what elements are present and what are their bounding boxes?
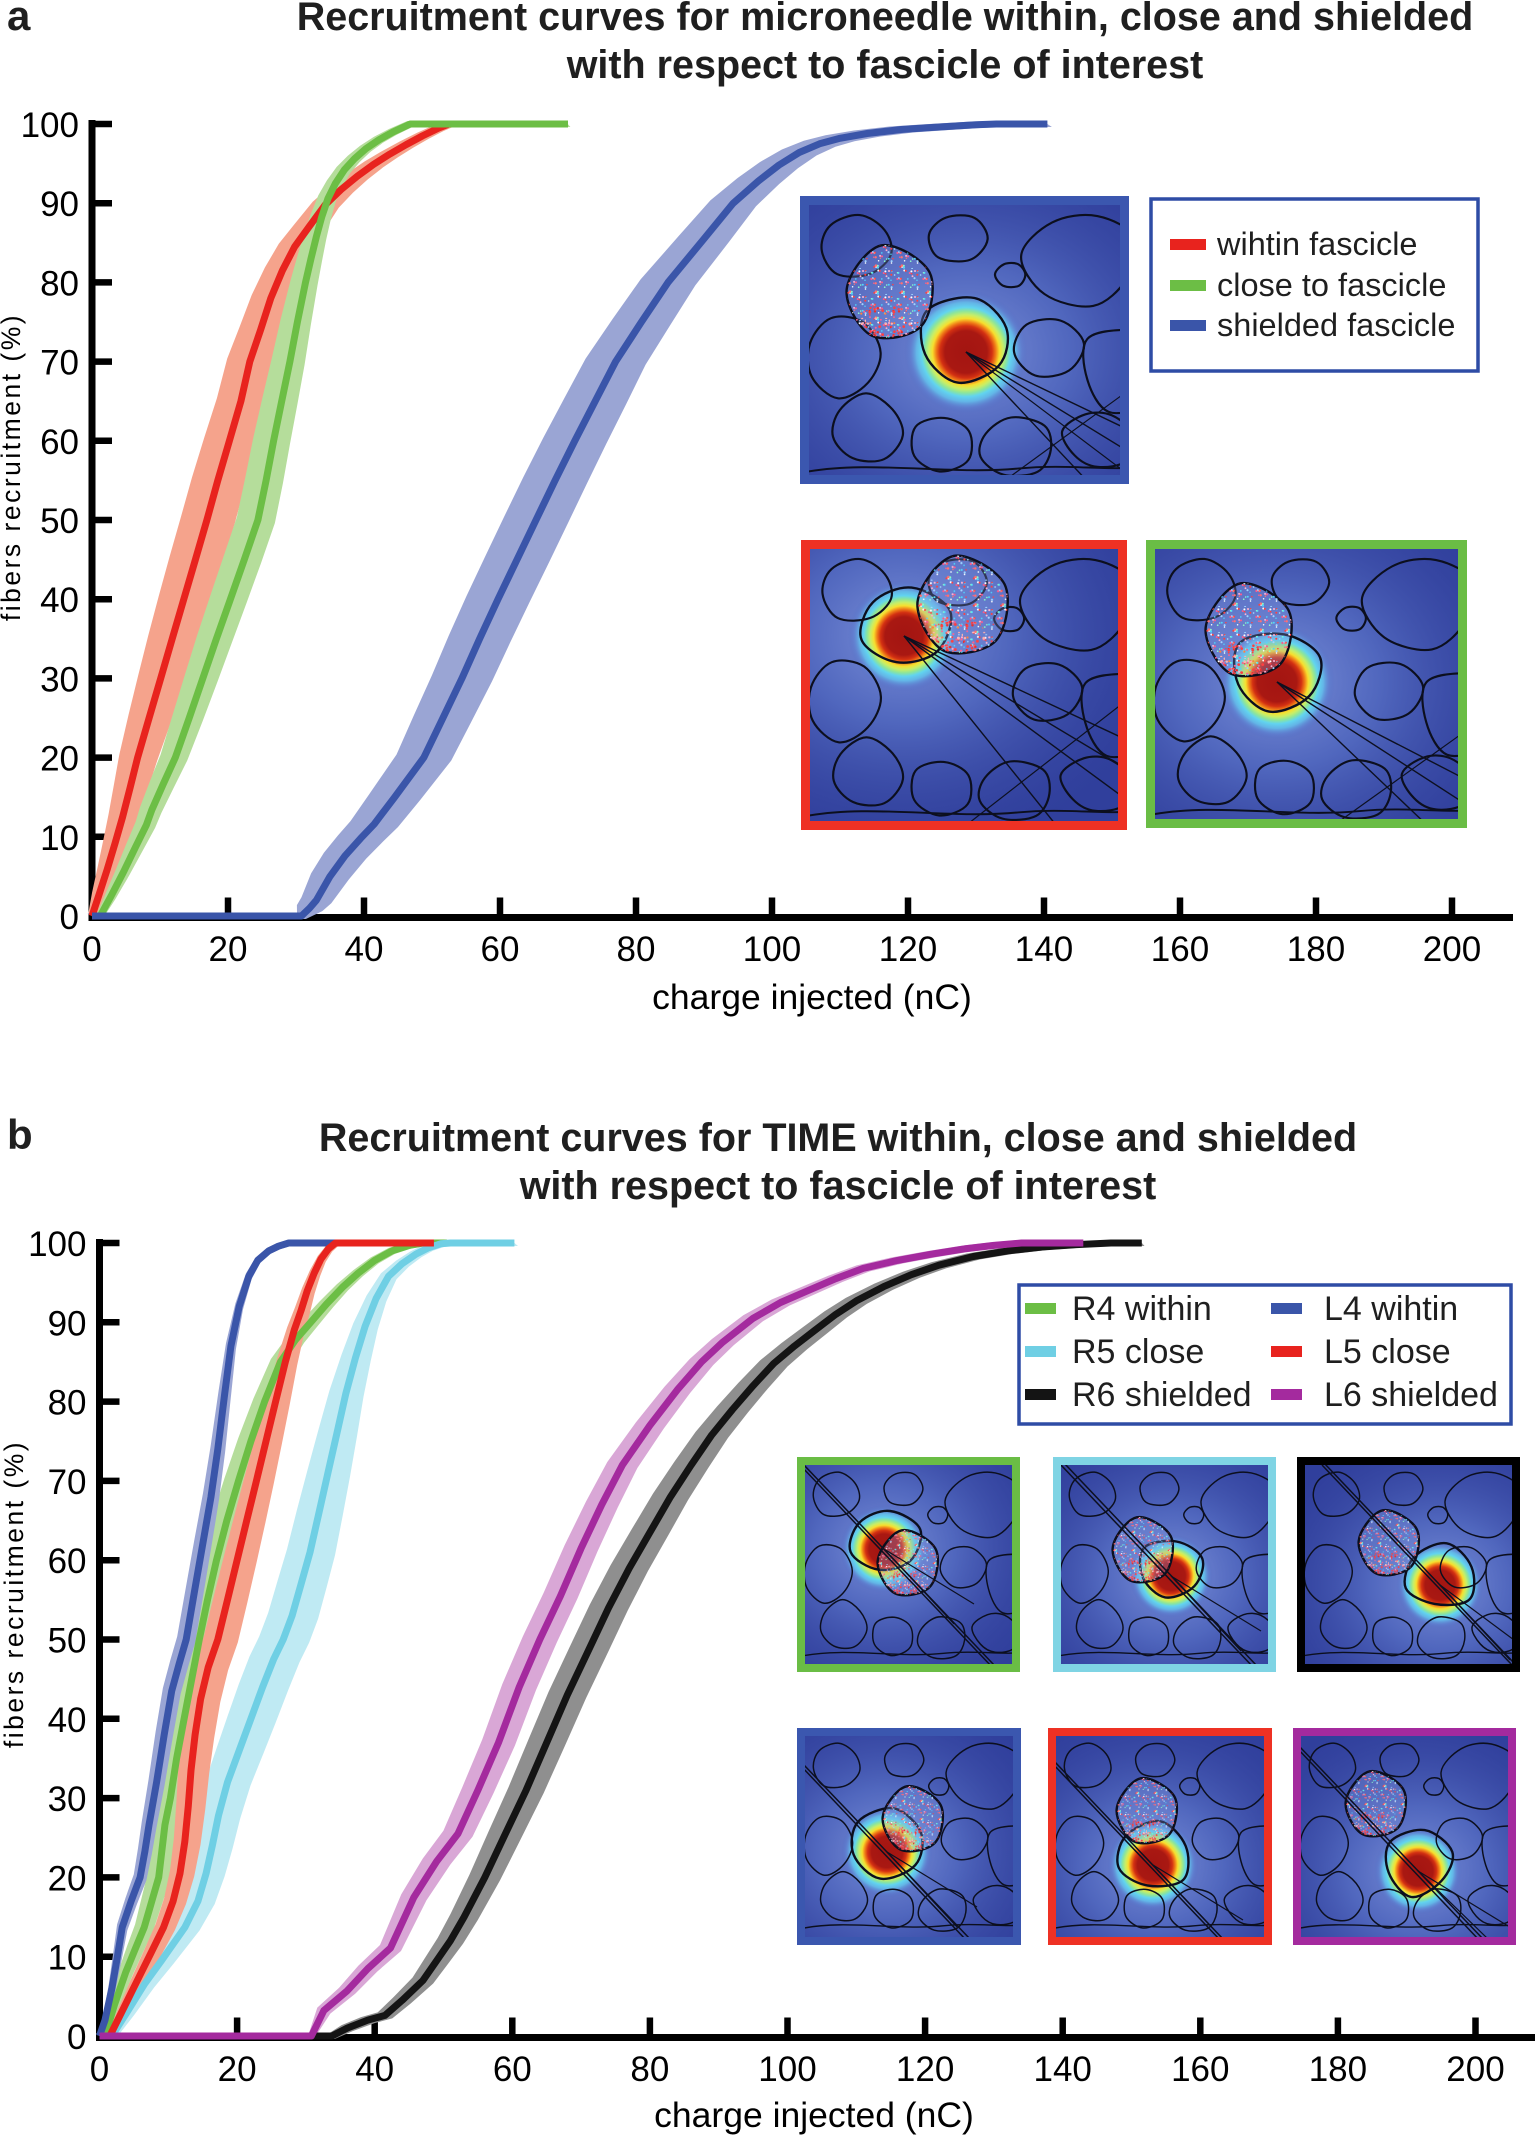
- svg-text:40: 40: [48, 1701, 87, 1740]
- svg-text:L6 shielded: L6 shielded: [1324, 1376, 1498, 1414]
- svg-text:100: 100: [21, 106, 79, 145]
- svg-text:60: 60: [481, 930, 520, 969]
- svg-text:30: 30: [48, 1780, 87, 1819]
- svg-text:200: 200: [1423, 930, 1481, 969]
- svg-text:fibers recruitment (%): fibers recruitment (%): [0, 313, 26, 621]
- svg-text:90: 90: [40, 185, 79, 224]
- svg-text:160: 160: [1151, 930, 1209, 969]
- svg-text:80: 80: [630, 2050, 669, 2089]
- svg-text:charge injected (nC): charge injected (nC): [654, 2095, 974, 2135]
- svg-text:80: 80: [48, 1384, 87, 1423]
- svg-text:40: 40: [40, 581, 79, 620]
- svg-text:R5 close: R5 close: [1072, 1333, 1204, 1371]
- svg-text:80: 80: [40, 264, 79, 303]
- svg-text:0: 0: [60, 898, 79, 937]
- svg-text:Recruitment curves for microne: Recruitment curves for microneedle withi…: [297, 0, 1474, 39]
- svg-text:100: 100: [28, 1225, 86, 1264]
- svg-text:70: 70: [48, 1463, 87, 1502]
- svg-text:80: 80: [617, 930, 656, 969]
- svg-text:100: 100: [743, 930, 801, 969]
- svg-text:with respect to fascicle of in: with respect to fascicle of interest: [566, 43, 1204, 87]
- svg-text:50: 50: [48, 1622, 87, 1661]
- svg-text:30: 30: [40, 660, 79, 699]
- svg-text:40: 40: [355, 2050, 394, 2089]
- svg-text:shielded fascicle: shielded fascicle: [1217, 307, 1455, 343]
- svg-text:120: 120: [896, 2050, 954, 2089]
- svg-text:wihtin fascicle: wihtin fascicle: [1216, 226, 1418, 262]
- svg-text:160: 160: [1171, 2050, 1229, 2089]
- svg-text:140: 140: [1015, 930, 1073, 969]
- svg-text:20: 20: [40, 740, 79, 779]
- svg-text:60: 60: [493, 2050, 532, 2089]
- svg-text:200: 200: [1446, 2050, 1504, 2089]
- svg-text:charge injected (nC): charge injected (nC): [652, 977, 972, 1017]
- svg-text:60: 60: [48, 1542, 87, 1581]
- svg-text:100: 100: [758, 2050, 816, 2089]
- svg-text:20: 20: [48, 1859, 87, 1898]
- svg-text:70: 70: [40, 344, 79, 383]
- svg-text:40: 40: [345, 930, 384, 969]
- svg-text:120: 120: [879, 930, 937, 969]
- svg-text:10: 10: [48, 1939, 87, 1978]
- svg-text:0: 0: [67, 2018, 86, 2057]
- svg-text:0: 0: [82, 930, 101, 969]
- svg-text:180: 180: [1287, 930, 1345, 969]
- svg-text:Recruitment curves for TIME wi: Recruitment curves for TIME within, clos…: [319, 1116, 1357, 1160]
- svg-text:140: 140: [1033, 2050, 1091, 2089]
- svg-text:R4 within: R4 within: [1072, 1290, 1212, 1328]
- svg-text:50: 50: [40, 502, 79, 541]
- svg-text:close to fascicle: close to fascicle: [1217, 267, 1446, 303]
- svg-text:10: 10: [40, 819, 79, 858]
- svg-text:a: a: [7, 0, 31, 39]
- svg-text:fibers recruitment (%): fibers recruitment (%): [0, 1440, 29, 1748]
- svg-text:0: 0: [90, 2050, 109, 2089]
- svg-text:R6 shielded: R6 shielded: [1072, 1376, 1252, 1414]
- svg-text:L5 close: L5 close: [1324, 1333, 1451, 1371]
- svg-text:90: 90: [48, 1304, 87, 1343]
- svg-text:b: b: [7, 1111, 33, 1158]
- svg-text:180: 180: [1309, 2050, 1367, 2089]
- svg-text:60: 60: [40, 423, 79, 462]
- svg-text:L4 wihtin: L4 wihtin: [1324, 1290, 1458, 1328]
- svg-text:with respect to fascicle of in: with respect to fascicle of interest: [519, 1164, 1157, 1208]
- svg-text:20: 20: [209, 930, 248, 969]
- svg-text:20: 20: [218, 2050, 257, 2089]
